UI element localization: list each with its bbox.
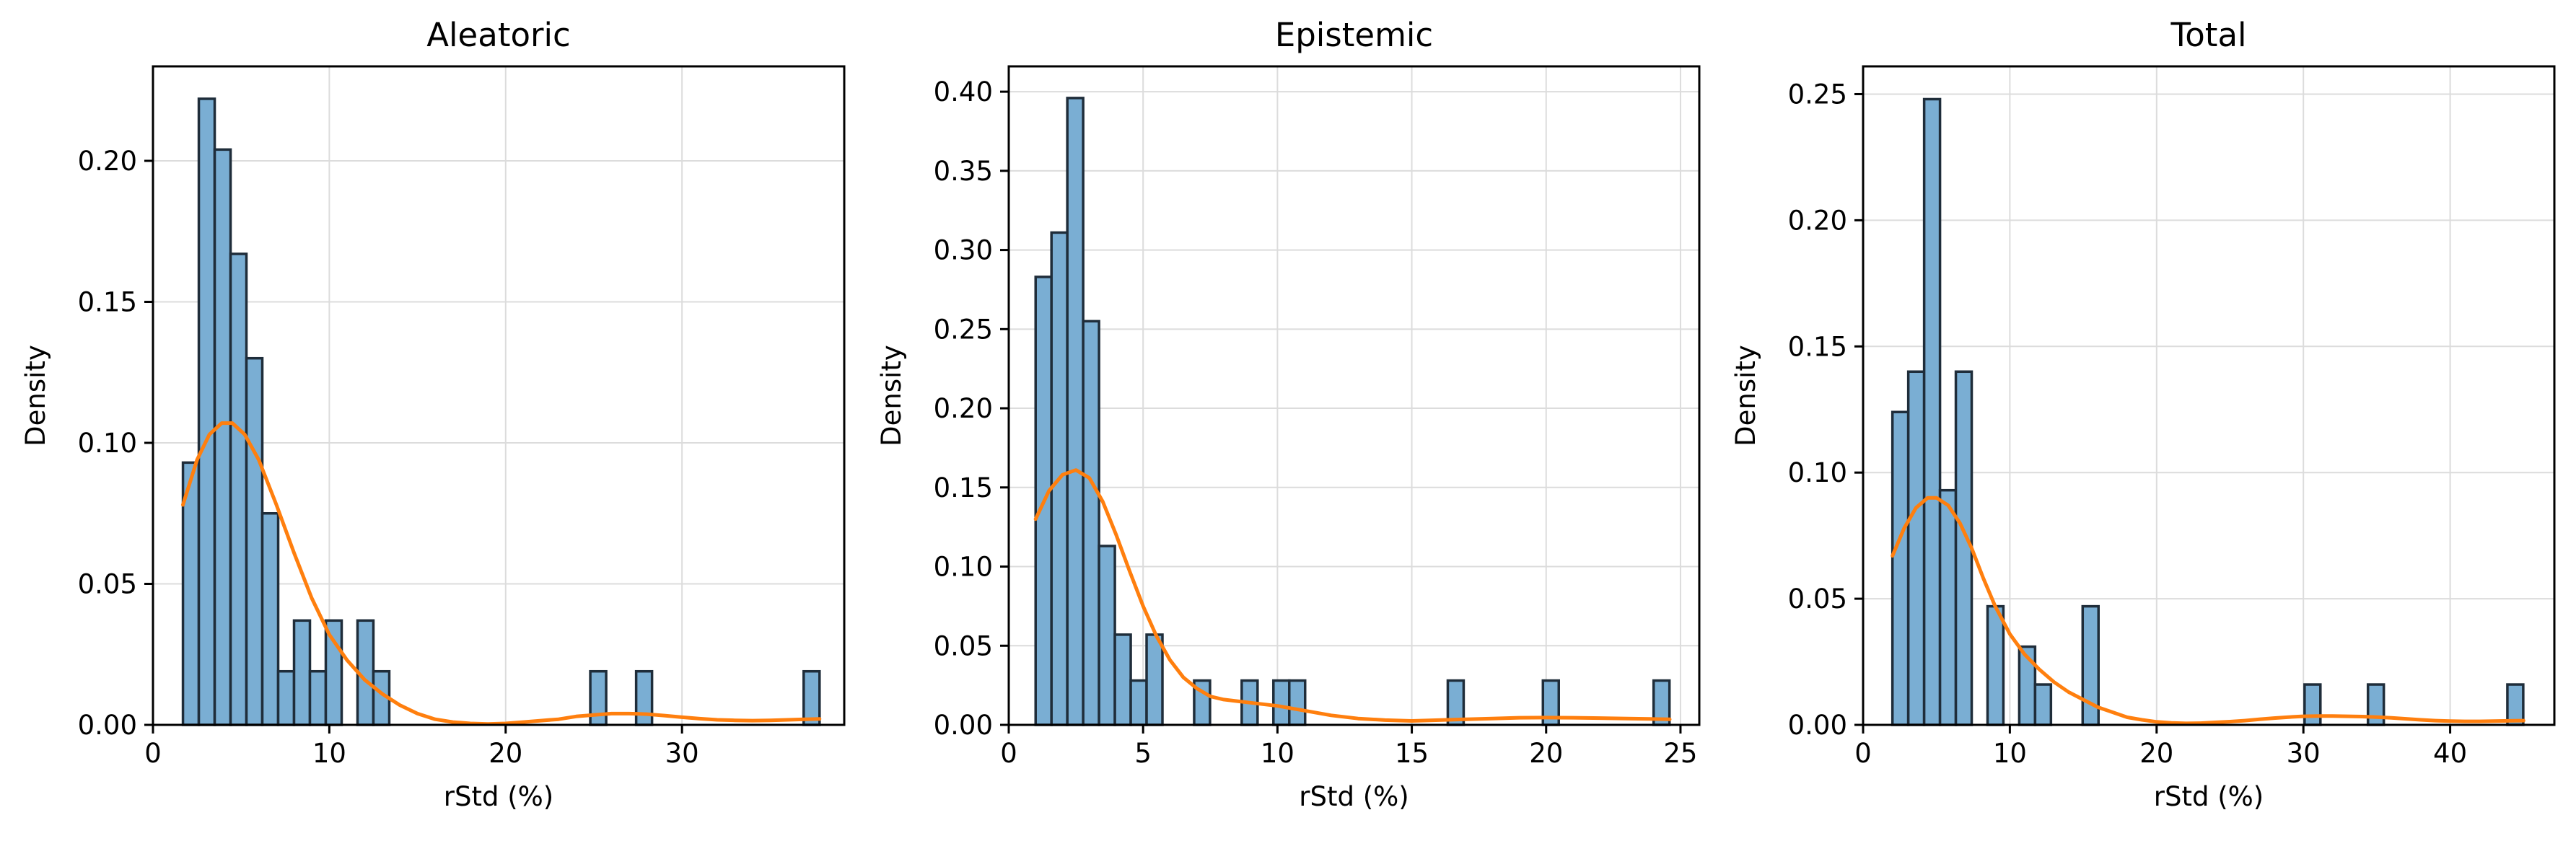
x-tick-label: 15 (1395, 738, 1429, 769)
histogram-bar (1891, 410, 1910, 726)
histogram-bar (1954, 370, 1973, 726)
x-tick-label: 25 (1663, 738, 1697, 769)
chart-title: Total (2170, 16, 2246, 54)
histogram-bar (1986, 604, 2005, 726)
x-tick-label: 10 (1993, 738, 2027, 769)
x-tick-label: 30 (2287, 738, 2321, 769)
x-axis-label: rStd (%) (444, 781, 553, 812)
histogram-bar (1129, 679, 1148, 726)
kde-line (1891, 496, 2525, 726)
histogram-bar (276, 669, 296, 726)
chart-panel-2: 0 5 10 15 20 25 0.00 0.05 0.10 0.15 0.20 0.25 0.30 0.… (876, 16, 1701, 812)
x-tick-label: 0 (144, 738, 162, 769)
histogram-bar (1906, 370, 1926, 726)
y-tick-label: 0.35 (934, 156, 993, 187)
y-tick-label: 0.15 (934, 472, 993, 503)
y-tick-label: 0.00 (934, 710, 993, 741)
histogram-bar (1922, 97, 1942, 726)
y-tick-label: 0.15 (78, 286, 137, 317)
histogram-bar (1066, 97, 1085, 726)
histogram-bar (1938, 488, 1958, 726)
histogram-bar (802, 669, 821, 726)
histogram-bar (634, 669, 654, 726)
y-tick-label: 0.25 (934, 314, 993, 345)
y-tick-label: 0.05 (1788, 584, 1847, 615)
y-tick-label: 0.20 (934, 393, 993, 424)
y-tick-label: 0.20 (78, 146, 137, 177)
y-tick-label: 0.25 (1788, 79, 1847, 110)
x-tick-label: 0 (1000, 738, 1017, 769)
axes-frame (152, 65, 846, 726)
histogram-bar (197, 97, 216, 726)
y-axis-label: Density (20, 345, 51, 446)
histogram-bar (2303, 683, 2322, 726)
histogram-bar (2033, 683, 2053, 726)
y-tick-label: 0.00 (1788, 710, 1847, 741)
x-axis-label: rStd (%) (2154, 781, 2264, 812)
y-tick-label: 0.15 (1788, 331, 1847, 362)
x-tick-label: 0 (1854, 738, 1872, 769)
histogram-bar (1113, 633, 1132, 726)
y-axis-label: Density (1730, 345, 1761, 446)
x-tick-label: 10 (312, 738, 346, 769)
chart-panel-1: 0 10 20 30 0.00 0.05 0.10 0.15 0.20 Aleatoric rStd… (20, 16, 846, 812)
chart-title: Aleatoric (426, 16, 570, 54)
histogram-bar (2506, 683, 2525, 726)
axes-frame (1007, 65, 1701, 726)
kde-line (1033, 468, 1672, 723)
chart-panel-3: 0 10 20 30 40 0.00 0.05 0.10 0.15 0.20 0.25 Total rS… (1730, 16, 2556, 812)
x-tick-label: 20 (2139, 738, 2173, 769)
x-tick-label: 30 (665, 738, 699, 769)
x-tick-label: 40 (2433, 738, 2467, 769)
axes-frame (1862, 65, 2556, 726)
x-tick-label: 20 (1529, 738, 1563, 769)
y-tick-label: 0.10 (934, 552, 993, 583)
y-tick-label: 0.10 (78, 428, 137, 459)
y-tick-label: 0.20 (1788, 205, 1847, 236)
histogram-bar (260, 511, 280, 726)
y-tick-label: 0.40 (934, 76, 993, 107)
x-tick-label: 5 (1134, 738, 1152, 769)
y-axis-label: Density (876, 345, 907, 446)
histogram-bar (245, 356, 264, 726)
histogram-bar (1145, 633, 1164, 726)
y-tick-label: 0.10 (1788, 457, 1847, 488)
y-tick-label: 0.05 (934, 630, 993, 661)
histogram-bar (1288, 679, 1307, 726)
y-tick-label: 0.05 (78, 568, 137, 599)
histogram-bar (292, 619, 312, 726)
y-tick-label: 0.00 (78, 710, 137, 741)
histogram-bar (229, 252, 248, 726)
x-axis-label: rStd (%) (1299, 781, 1409, 812)
histogram-bar (308, 669, 328, 726)
histogram-bar (1098, 545, 1116, 726)
histogram-bar (1082, 320, 1100, 726)
histogram-bar (324, 619, 343, 726)
x-tick-label: 20 (489, 738, 522, 769)
y-tick-label: 0.30 (934, 235, 993, 266)
x-tick-label: 10 (1261, 738, 1294, 769)
chart-title: Epistemic (1275, 16, 1433, 54)
histogram-bar (1272, 679, 1291, 726)
histogram-bar (213, 148, 232, 726)
